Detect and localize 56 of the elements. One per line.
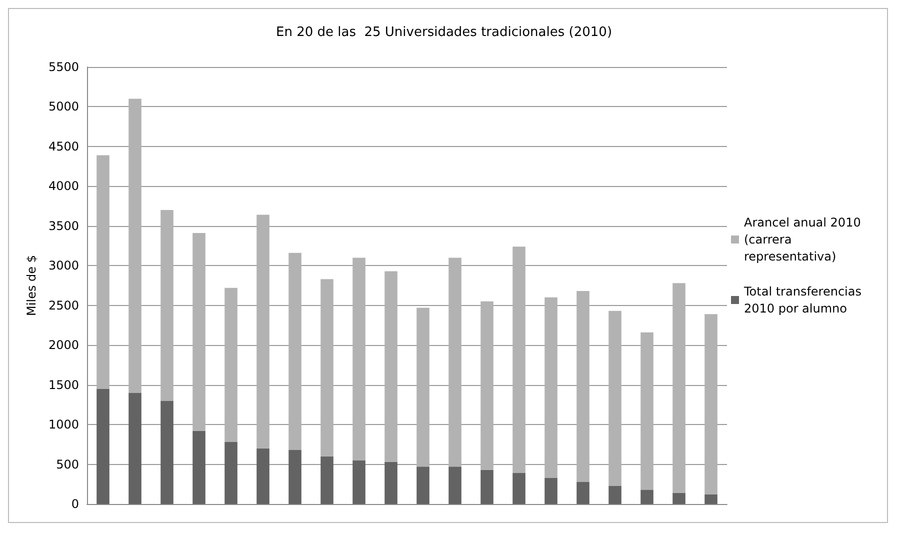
bar xyxy=(448,258,462,467)
y-tick-label: 3500 xyxy=(48,218,79,233)
y-tick-label: 1000 xyxy=(48,418,79,432)
bar xyxy=(640,332,654,490)
bar xyxy=(224,288,238,442)
y-axis-title: Miles de $ xyxy=(24,255,39,316)
bar xyxy=(704,494,718,504)
bar xyxy=(448,466,462,504)
bar xyxy=(128,392,142,504)
bar xyxy=(672,283,686,493)
bar xyxy=(704,314,718,494)
bar xyxy=(384,271,398,462)
y-tick-label: 4000 xyxy=(48,179,79,194)
y-tick-label: 500 xyxy=(56,457,79,472)
y-tick-label: 3000 xyxy=(48,258,79,273)
bar xyxy=(512,246,526,474)
bar xyxy=(256,214,270,448)
y-tick-label: 2000 xyxy=(48,338,79,352)
bar xyxy=(640,490,654,504)
legend-label: Total transferencias 2010 por alumno xyxy=(743,284,866,316)
bar xyxy=(608,310,622,486)
bar xyxy=(608,486,622,504)
bar xyxy=(128,98,142,393)
bar xyxy=(416,308,430,467)
legend-label: Arancel anual 2010 (carrera representativa) xyxy=(744,216,865,264)
bar xyxy=(288,252,302,450)
bar xyxy=(352,460,366,504)
bar xyxy=(352,258,366,460)
bar xyxy=(384,462,398,504)
y-tick-label: 5500 xyxy=(48,60,79,74)
bar xyxy=(480,470,494,504)
bar xyxy=(544,297,558,478)
bar xyxy=(672,492,686,504)
bar xyxy=(512,473,526,504)
bar xyxy=(160,400,174,504)
bar xyxy=(192,233,206,431)
bar xyxy=(96,388,110,504)
bar xyxy=(480,301,494,470)
bar xyxy=(576,482,590,504)
bar xyxy=(192,430,206,504)
bar xyxy=(224,442,238,504)
y-tick-label: 0 xyxy=(71,497,79,511)
bar xyxy=(256,448,270,504)
bar xyxy=(160,210,174,401)
bar xyxy=(288,450,302,504)
y-tick-label: 1500 xyxy=(48,378,79,392)
bar xyxy=(96,155,110,389)
bar xyxy=(544,478,558,504)
y-tick-label: 4500 xyxy=(48,139,79,154)
bar xyxy=(576,291,590,482)
bar xyxy=(320,456,334,504)
chart-title: En 20 de las 25 Universidades tradicionales (2010) xyxy=(276,25,612,40)
bar xyxy=(320,279,334,456)
y-tick-label: 5000 xyxy=(48,100,79,114)
y-tick-label: 2500 xyxy=(48,298,79,312)
bar xyxy=(416,466,430,504)
